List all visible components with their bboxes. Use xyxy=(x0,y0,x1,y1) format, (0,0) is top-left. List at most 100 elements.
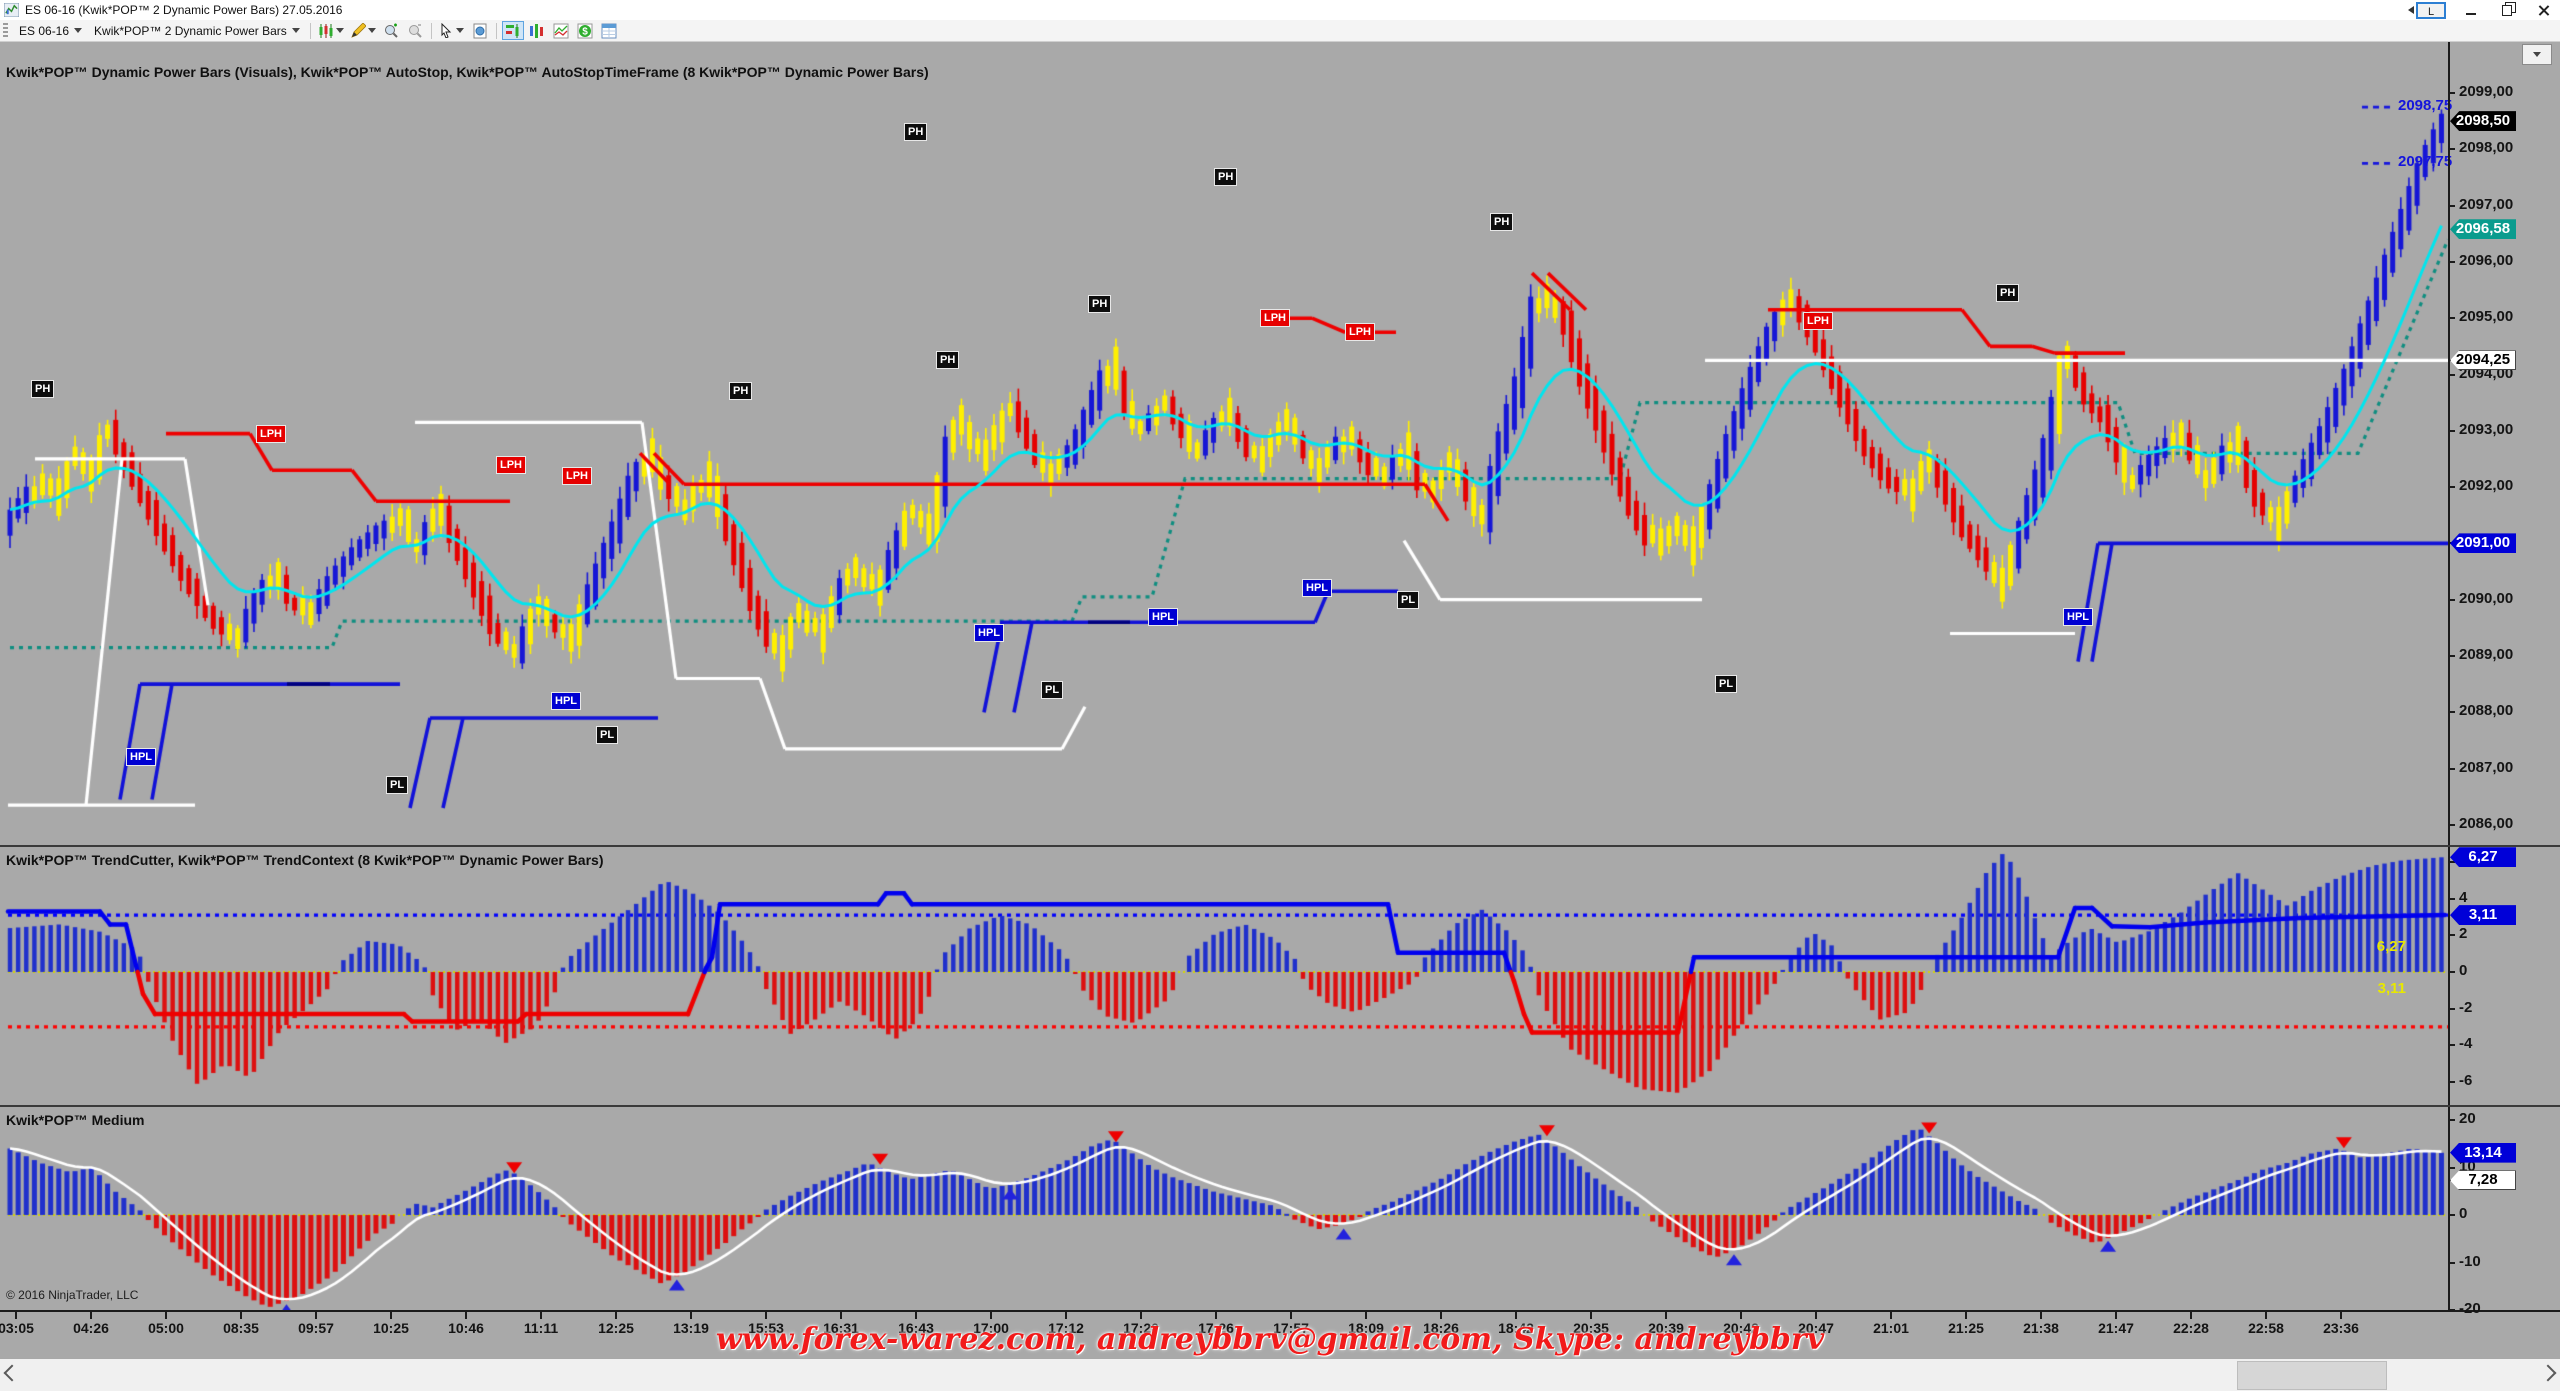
minimize-button[interactable] xyxy=(2460,2,2482,18)
time-tick xyxy=(390,1312,392,1319)
time-tick-label: 16:31 xyxy=(823,1320,859,1336)
drawing-tools-button[interactable] xyxy=(348,21,378,40)
account-button[interactable]: $ xyxy=(574,21,596,40)
time-tick-label: 13:19 xyxy=(673,1320,709,1336)
panel3-canvas[interactable] xyxy=(0,1107,2448,1310)
chevron-down-icon xyxy=(367,28,376,33)
time-tick-label: 20:39 xyxy=(1648,1320,1684,1336)
trendcutter-value-upper: 6,27 xyxy=(2376,938,2406,955)
time-tick-label: 08:35 xyxy=(223,1320,259,1336)
cursor-button[interactable] xyxy=(437,21,467,40)
chevron-down-icon xyxy=(456,28,465,33)
axis-tick xyxy=(2448,897,2455,900)
toolbar-grip[interactable] xyxy=(3,23,8,38)
cursor-icon xyxy=(441,23,452,38)
restore-button[interactable] xyxy=(2496,1,2518,18)
price-marker: 7,28 xyxy=(2450,1170,2516,1191)
axis-tick xyxy=(2448,1166,2455,1169)
axis-tick xyxy=(2448,373,2455,376)
time-tick xyxy=(1440,1312,1442,1319)
axis-dropdown-button[interactable] xyxy=(2522,44,2552,65)
restore-icon xyxy=(2502,1,2516,16)
close-button[interactable] xyxy=(2532,2,2554,18)
properties-button[interactable] xyxy=(598,21,620,40)
time-tick-label: 17:20 xyxy=(1123,1320,1159,1336)
time-tick xyxy=(240,1312,242,1319)
pivot-label-pl: PL xyxy=(1715,675,1738,694)
time-tick xyxy=(840,1312,842,1319)
watermark-text: www.forex-warez.com, andreybbrv@gmail.co… xyxy=(715,1322,1825,1357)
panel-separator-1[interactable] xyxy=(0,845,2560,847)
pivot-label-ph: PH xyxy=(1996,283,2020,302)
panel1-title: Kwik*POP™ Dynamic Power Bars (Visuals), … xyxy=(6,64,929,80)
properties-icon xyxy=(601,23,617,38)
panel1-canvas[interactable] xyxy=(0,40,2448,846)
scrollbar-thumb[interactable] xyxy=(2237,1361,2387,1390)
data-box-button[interactable] xyxy=(469,21,491,40)
time-tick xyxy=(1515,1312,1517,1319)
pivot-label-ph: PH xyxy=(729,382,753,401)
time-tick-label: 12:25 xyxy=(598,1320,634,1336)
time-tick xyxy=(1215,1312,1217,1319)
time-tick-label: 04:26 xyxy=(73,1320,109,1336)
zoom-in-button[interactable] xyxy=(380,21,402,40)
link-button[interactable]: L xyxy=(2416,1,2446,19)
chart-style-button[interactable] xyxy=(316,21,346,40)
zoom-out-button[interactable] xyxy=(404,21,426,40)
scroll-right-icon[interactable] xyxy=(2539,1364,2557,1382)
chart-panels-button[interactable] xyxy=(501,21,524,40)
chevron-down-icon xyxy=(335,28,344,33)
axis-tick xyxy=(2448,92,2455,94)
panel-separator-2[interactable] xyxy=(0,1105,2560,1107)
time-tick-label: 21:01 xyxy=(1873,1320,1909,1336)
pivot-label-pl: PL xyxy=(386,776,409,795)
pivot-label-lph: LPH xyxy=(562,466,592,485)
time-tick-label: 10:46 xyxy=(448,1320,484,1336)
price-marker: 2096,58 xyxy=(2450,219,2516,240)
time-tick-label: 10:25 xyxy=(373,1320,409,1336)
time-tick-label: 21:47 xyxy=(2098,1320,2134,1336)
axis-tick xyxy=(2448,1044,2455,1047)
axis-tick xyxy=(2448,260,2455,263)
time-tick-label: 17:57 xyxy=(1273,1320,1309,1336)
axis-tick-label: -10 xyxy=(2459,1252,2481,1270)
axis-tick-label: -4 xyxy=(2459,1035,2473,1053)
pivot-label-hpl: HPL xyxy=(1302,579,1332,598)
zoom-out-icon xyxy=(408,23,422,38)
axis-tick xyxy=(2448,204,2455,207)
instrument-selector[interactable]: ES 06-16 xyxy=(13,23,88,39)
time-tick xyxy=(1065,1312,1067,1319)
pivot-label-ph: PH xyxy=(904,123,928,142)
time-tick xyxy=(1140,1312,1142,1319)
axis-tick-label: -20 xyxy=(2459,1300,2481,1317)
toolbar-separator xyxy=(430,22,432,39)
time-tick xyxy=(2115,1312,2117,1319)
chevron-down-icon xyxy=(2533,52,2541,57)
pivot-label-hpl: HPL xyxy=(1148,607,1178,626)
axis-tick-label: 2090,00 xyxy=(2459,589,2514,607)
app-icon xyxy=(4,3,19,17)
time-tick-label: 18:26 xyxy=(1423,1320,1459,1336)
zoom-in-icon xyxy=(384,23,398,38)
scroll-left-icon[interactable] xyxy=(3,1364,21,1382)
time-tick xyxy=(1815,1312,1817,1319)
chevron-down-icon xyxy=(74,28,83,33)
axis-tick-label: 0 xyxy=(2459,1205,2468,1222)
pivot-label-ph: PH xyxy=(31,379,55,398)
horizontal-scrollbar[interactable] xyxy=(0,1358,2560,1391)
time-tick-label: 22:58 xyxy=(2248,1320,2284,1336)
axis-tick-label: 2093,00 xyxy=(2459,420,2514,438)
time-tick-label: 20:47 xyxy=(1798,1320,1834,1336)
dollar-icon: $ xyxy=(577,23,593,38)
time-tick-label: 17:12 xyxy=(1048,1320,1084,1336)
series-selector[interactable]: Kwik*POP™ 2 Dynamic Power Bars xyxy=(88,23,306,39)
pivot-label-hpl: HPL xyxy=(126,748,156,767)
time-tick-label: 20:35 xyxy=(1573,1320,1609,1336)
pivot-label-hpl: HPL xyxy=(2063,607,2093,626)
panel2-canvas[interactable] xyxy=(0,847,2448,1105)
axis-tick xyxy=(2448,317,2455,320)
axis-tick xyxy=(2448,655,2455,657)
time-tick xyxy=(765,1312,767,1319)
bar-type-button[interactable] xyxy=(526,21,548,40)
regions-button[interactable] xyxy=(550,21,572,40)
